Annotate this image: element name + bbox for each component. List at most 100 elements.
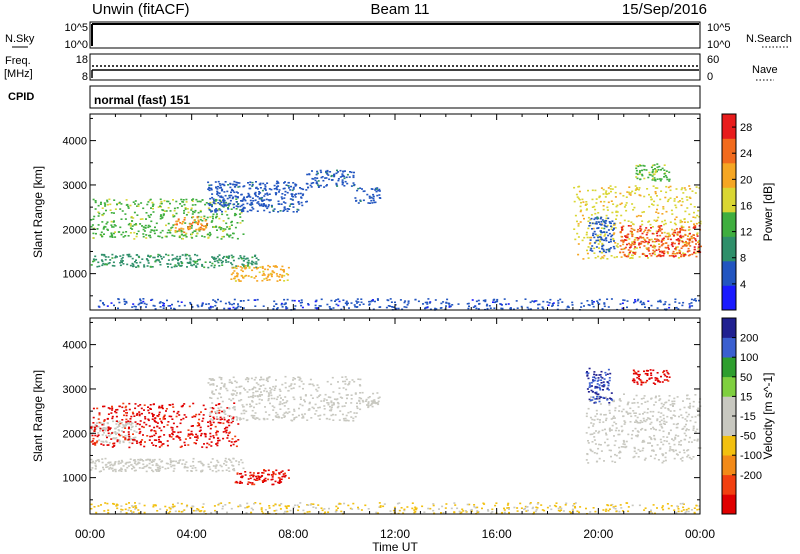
data-cell [288, 411, 291, 413]
data-cell [164, 505, 167, 508]
data-cell [628, 186, 631, 188]
data-cell [248, 187, 251, 190]
data-cell [592, 380, 595, 383]
data-cell [567, 305, 570, 308]
data-cell [582, 201, 585, 203]
data-cell [529, 502, 532, 505]
data-cell [276, 396, 279, 398]
data-cell [693, 246, 696, 248]
data-cell [273, 510, 276, 512]
data-cell [227, 467, 230, 469]
data-cell [697, 407, 700, 410]
data-cell [190, 209, 193, 211]
data-cell [561, 301, 564, 303]
data-cell [686, 397, 689, 400]
data-cell [237, 305, 240, 307]
data-cell [195, 266, 198, 268]
data-cell [326, 184, 328, 186]
data-cell [241, 210, 243, 213]
data-cell [143, 504, 146, 507]
data-cell [586, 388, 589, 390]
data-cell [602, 208, 605, 211]
data-cell [576, 510, 579, 513]
data-cell [137, 461, 140, 464]
data-cell [445, 302, 448, 304]
data-cell [216, 442, 219, 444]
data-cell [494, 301, 496, 304]
data-cell [661, 454, 664, 457]
data-cell [692, 237, 695, 239]
data-cell [253, 502, 255, 505]
data-cell [110, 224, 113, 226]
data-cell [434, 307, 437, 310]
data-cell [163, 434, 166, 436]
data-cell [660, 402, 663, 405]
data-cell [92, 407, 95, 410]
data-cell [659, 255, 662, 258]
data-cell [191, 264, 194, 267]
data-cell [137, 230, 140, 233]
data-cell [487, 510, 490, 512]
data-cell [254, 502, 257, 504]
data-cell [677, 201, 680, 203]
data-cell [199, 210, 202, 213]
data-cell [424, 301, 427, 304]
data-cell [254, 386, 257, 389]
data-cell [102, 422, 105, 425]
data-cell [677, 243, 680, 245]
data-cell [607, 382, 610, 385]
data-cell [611, 503, 614, 506]
data-cell [356, 298, 359, 300]
y-axis-label: Slant Range [km] [31, 166, 45, 258]
data-cell [376, 392, 379, 394]
data-cell [605, 231, 608, 234]
data-cell [93, 441, 96, 444]
data-cell [173, 467, 176, 470]
data-cell [473, 504, 476, 506]
data-cell [474, 506, 477, 509]
data-cell [329, 396, 332, 399]
data-cell [680, 439, 683, 442]
data-cell [184, 253, 187, 256]
data-cell [165, 253, 167, 256]
data-cell [662, 417, 665, 420]
colorbar-tick-label: 28 [740, 122, 752, 134]
data-cell [698, 249, 701, 252]
data-cell [230, 254, 233, 257]
data-cell [687, 429, 690, 431]
data-cell [129, 458, 132, 460]
data-cell [588, 304, 591, 307]
data-cell [269, 272, 272, 275]
data-cell [331, 179, 334, 181]
data-cell [101, 260, 104, 263]
data-cell [135, 235, 138, 238]
data-cell [137, 303, 140, 306]
data-cell [632, 410, 635, 412]
data-cell [114, 437, 116, 440]
data-cell [673, 242, 676, 245]
data-cell [211, 390, 214, 393]
data-cell [315, 173, 318, 176]
data-cell [124, 424, 127, 426]
data-cell [536, 503, 539, 505]
data-cell [627, 506, 630, 508]
data-cell [159, 231, 162, 234]
data-cell [365, 398, 368, 401]
data-cell [577, 236, 580, 238]
data-cell [156, 510, 159, 512]
data-cell [235, 416, 238, 418]
data-cell [262, 272, 265, 275]
data-cell [681, 460, 684, 462]
data-cell [342, 305, 345, 308]
data-cell [587, 220, 590, 223]
data-cell [127, 461, 130, 464]
data-cell [280, 302, 283, 305]
data-cell [316, 182, 319, 185]
data-cell [115, 409, 118, 411]
data-cell [639, 246, 641, 249]
data-cell [687, 254, 690, 257]
data-cell [195, 265, 198, 267]
data-cell [216, 209, 219, 212]
data-cell [179, 222, 182, 224]
